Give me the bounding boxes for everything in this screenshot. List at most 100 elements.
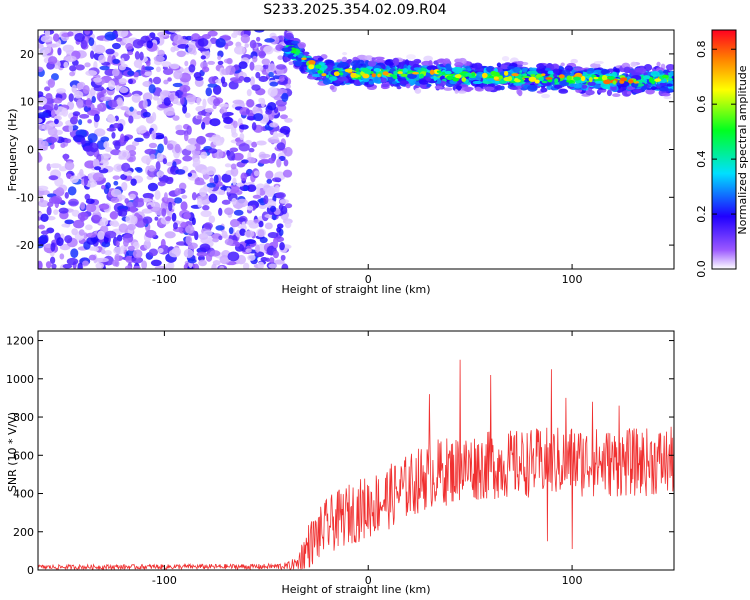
spectrogram-noise-cell: [147, 204, 152, 210]
spectrogram-noise-cell: [141, 155, 152, 164]
spectrogram-noise-cell: [100, 136, 110, 143]
spectrogram-noise-cell: [121, 162, 131, 172]
spectrogram-noise-cell: [218, 235, 223, 241]
spectrogram-noise-cell: [75, 64, 85, 71]
spectrogram-noise-cell: [174, 188, 182, 196]
spectrogram-noise-cell: [38, 152, 42, 163]
spectrogram-peak-cell: [620, 77, 628, 82]
spectrogram-peak-cell: [650, 79, 656, 85]
spectrogram-noise-cell: [92, 172, 104, 182]
spectrogram-noise-cell: [173, 197, 183, 204]
spectrogram-noise-cell: [227, 151, 236, 161]
spectrogram-noise-cell: [268, 139, 280, 144]
spectrogram-signal-cell: [484, 86, 495, 91]
spectrogram-noise-cell: [125, 43, 134, 50]
spectrogram-noise-cell: [62, 263, 73, 269]
spectrogram-noise-cell: [179, 96, 185, 105]
spectrogram-noise-cell: [93, 44, 106, 54]
spectrogram-noise-cell: [213, 174, 219, 184]
spectrogram-noise-cell: [40, 230, 49, 235]
spectrogram-noise-cell: [44, 86, 51, 92]
spectrogram-noise-cell: [187, 258, 197, 264]
spectrogram-signal-cell: [513, 82, 523, 86]
spectrogram-noise-cell: [120, 106, 129, 111]
spectrogram-noise-cell: [135, 126, 147, 134]
spectrogram-signal-cell: [558, 88, 569, 94]
spectrogram-noise-cell: [253, 64, 264, 72]
spectrogram-noise-cell: [249, 76, 255, 87]
spectrogram-noise-cell: [205, 253, 213, 262]
spectrogram-noise-cell: [208, 76, 218, 84]
spectrogram-noise-cell: [246, 219, 256, 226]
y-tick-label: 800: [13, 411, 34, 424]
spectrogram-noise-cell: [73, 219, 85, 229]
spectrogram-noise-cell: [131, 93, 141, 103]
spectrogram-noise-cell: [157, 49, 165, 57]
spectrogram-signal-cell: [573, 82, 582, 89]
spectrogram-noise-cell: [185, 225, 195, 234]
spectrogram-noise-cell: [65, 55, 77, 62]
spectrogram-signal-cell: [613, 68, 621, 73]
spectrogram-noise-cell: [217, 60, 224, 65]
spectrogram-peak-cell: [606, 76, 615, 80]
spectrogram-noise-cell: [167, 77, 172, 82]
colorbar-tick-label: 0.2: [695, 205, 708, 223]
spectrogram-noise-cell: [244, 43, 249, 48]
spectrogram-noise-cell: [62, 44, 74, 53]
spectrogram-noise-cell: [38, 118, 43, 124]
spectrogram-noise-cell: [205, 166, 217, 176]
spectrogram-noise-cell: [162, 158, 168, 165]
spectrogram-noise-cell: [91, 95, 96, 104]
spectrogram-noise-cell: [199, 187, 207, 197]
spectrogram-noise-cell: [39, 234, 48, 245]
spectrogram-noise-cell: [277, 55, 284, 60]
spectrogram-noise-cell: [46, 206, 52, 216]
spectrogram-peak-cell: [593, 76, 599, 80]
spectrogram-signal-cell: [496, 62, 502, 68]
spectrogram-signal-cell: [570, 58, 579, 64]
spectrogram-noise-cell: [137, 197, 144, 203]
spectrogram-peak-cell: [565, 79, 574, 83]
spectrogram-noise-cell: [218, 207, 223, 217]
spectrogram-noise-cell: [170, 46, 176, 53]
spectrogram-signal-cell: [529, 67, 539, 72]
y-tick-label: 0: [27, 144, 34, 157]
colorbar-gradient: [711, 29, 737, 270]
spectrogram-signal-cell: [485, 78, 496, 82]
spectrogram-peak-cell: [530, 74, 536, 77]
x-tick-label: 100: [562, 273, 583, 286]
spectrogram-noise-cell: [148, 248, 158, 257]
spectrogram-noise-cell: [268, 71, 274, 78]
spectrogram-signal-cell: [302, 51, 310, 56]
spectrogram-noise-cell: [61, 223, 71, 228]
spectrogram-noise-cell: [134, 137, 144, 143]
spectrogram-noise-cell: [285, 203, 293, 209]
spectrogram-noise-cell: [156, 170, 165, 177]
colorbar: 0.0 0.2 0.4 0.6 0.8 Normalized spectral ampl…: [695, 29, 749, 278]
spectrogram-noise-cell: [127, 51, 134, 56]
spectrogram-peak-cell: [362, 73, 370, 79]
spectrogram-peak-cell: [574, 72, 583, 78]
colorbar-tick-label: 0.8: [695, 40, 708, 58]
spectrogram-noise-cell: [142, 66, 155, 71]
spectrogram-noise-cell: [72, 111, 81, 117]
spectrogram-noise-cell: [209, 250, 221, 257]
spectrogram-noise-cell: [201, 200, 208, 206]
spectrogram-signal-cell: [553, 84, 563, 89]
spectrogram-noise-cell: [132, 39, 144, 49]
spectrogram-noise-cell: [217, 55, 222, 61]
spectrogram-signal-cell: [606, 89, 613, 97]
spectrogram-noise-cell: [231, 132, 238, 138]
spectrogram-noise-cell: [69, 71, 76, 77]
spectrogram-noise-cell: [272, 250, 279, 259]
spectrogram-signal-cell: [509, 86, 518, 90]
spectrogram-noise-cell: [246, 156, 256, 164]
spectrogram-cells: [38, 30, 674, 269]
spectrogram-noise-cell: [219, 255, 230, 265]
spectrogram-noise-cell: [223, 124, 235, 129]
spectrogram-noise-cell: [142, 111, 151, 118]
spectrogram-noise-cell: [238, 75, 245, 81]
spectrogram-noise-cell: [85, 70, 98, 77]
spectrogram-noise-cell: [111, 132, 116, 139]
spectrogram-peak-cell: [454, 74, 462, 79]
